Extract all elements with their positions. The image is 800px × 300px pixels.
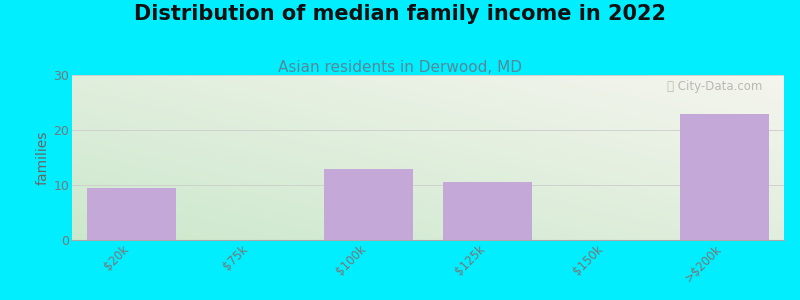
Text: Asian residents in Derwood, MD: Asian residents in Derwood, MD xyxy=(278,60,522,75)
Bar xyxy=(87,188,176,240)
Text: Distribution of median family income in 2022: Distribution of median family income in … xyxy=(134,4,666,25)
Bar xyxy=(324,169,413,240)
Bar xyxy=(443,182,532,240)
Y-axis label: families: families xyxy=(35,130,49,185)
Bar xyxy=(680,113,769,240)
Text: ⓘ City-Data.com: ⓘ City-Data.com xyxy=(667,80,762,93)
